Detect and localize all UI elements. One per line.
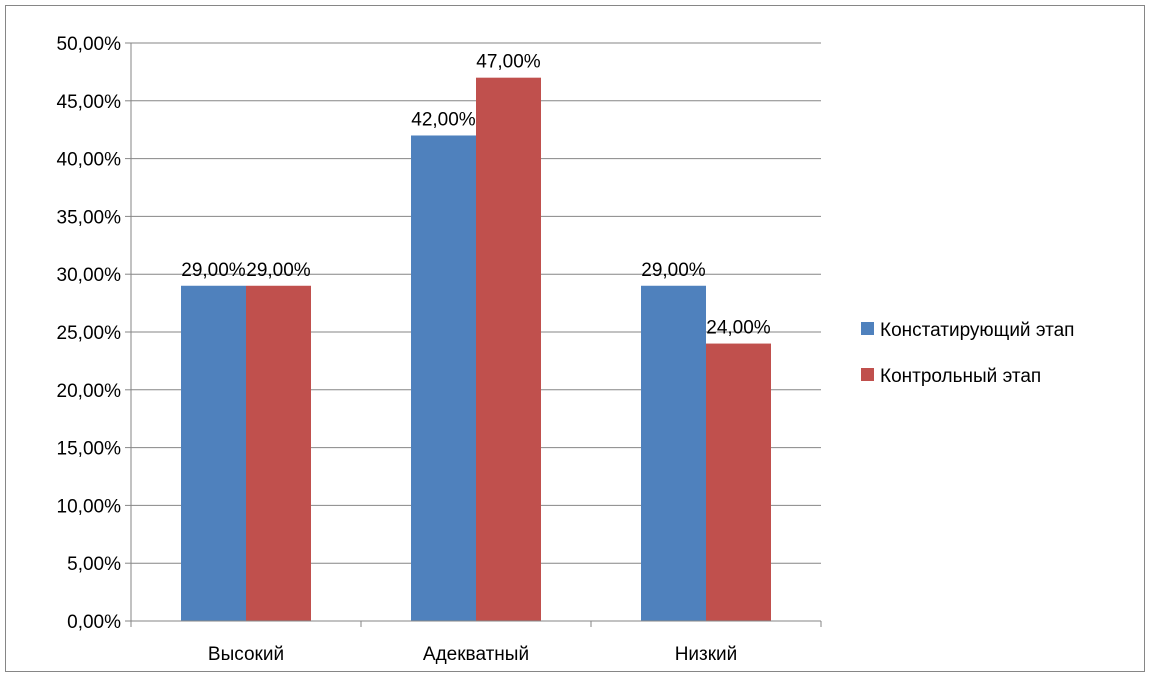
chart-frame: 0,00% 5,00% 10,00% 15,00% 20,00% 25,00% 30,00%… <box>5 5 1145 672</box>
legend-swatch <box>861 368 874 381</box>
bar-series2 <box>476 77 541 622</box>
data-labels: 29,00% 29,00%42,00%47,00%29,00%24,00% <box>181 52 771 339</box>
data-label: 47,00% <box>476 52 541 73</box>
x-axis-categories: Высокий Адекватный Низкий <box>208 644 737 665</box>
y-tick-label: 20,00% <box>57 381 122 402</box>
y-tick-label: 15,00% <box>57 439 122 460</box>
legend-label: Контрольный этап <box>880 366 1041 387</box>
y-tick-label: 0,00% <box>67 612 121 633</box>
legend-swatch <box>861 322 874 335</box>
bar-series1 <box>641 285 706 621</box>
y-tick-label: 30,00% <box>57 265 122 286</box>
y-tick-label: 35,00% <box>57 207 122 228</box>
y-tick-label: 40,00% <box>57 150 122 171</box>
category-label: Высокий <box>208 644 284 665</box>
data-label: 29,00% <box>246 260 311 281</box>
data-label: 29,00% <box>181 260 246 281</box>
data-label: 42,00% <box>411 109 476 130</box>
bar-chart: 0,00% 5,00% 10,00% 15,00% 20,00% 25,00% 30,00%… <box>57 34 1075 665</box>
bar-series1 <box>181 285 246 621</box>
y-tick-label: 50,00% <box>57 34 122 55</box>
bar-series2 <box>246 285 311 621</box>
category-label: Адекватный <box>423 644 529 665</box>
bars <box>181 77 771 622</box>
bar-series1 <box>411 135 476 622</box>
y-tick-label: 25,00% <box>57 323 122 344</box>
legend-label: Констатирующий этап <box>880 320 1074 341</box>
data-label: 24,00% <box>706 318 771 339</box>
y-axis-ticks: 0,00% 5,00% 10,00% 15,00% 20,00% 25,00% 30,00%… <box>57 34 131 633</box>
bar-series2 <box>706 343 771 621</box>
y-tick-label: 5,00% <box>67 554 121 575</box>
y-tick-label: 45,00% <box>57 92 122 113</box>
y-tick-label: 10,00% <box>57 496 122 517</box>
legend: Констатирующий этап Контрольный этап <box>861 320 1074 387</box>
axes <box>130 43 822 627</box>
data-label: 29,00% <box>641 260 706 281</box>
category-label: Низкий <box>675 644 738 665</box>
